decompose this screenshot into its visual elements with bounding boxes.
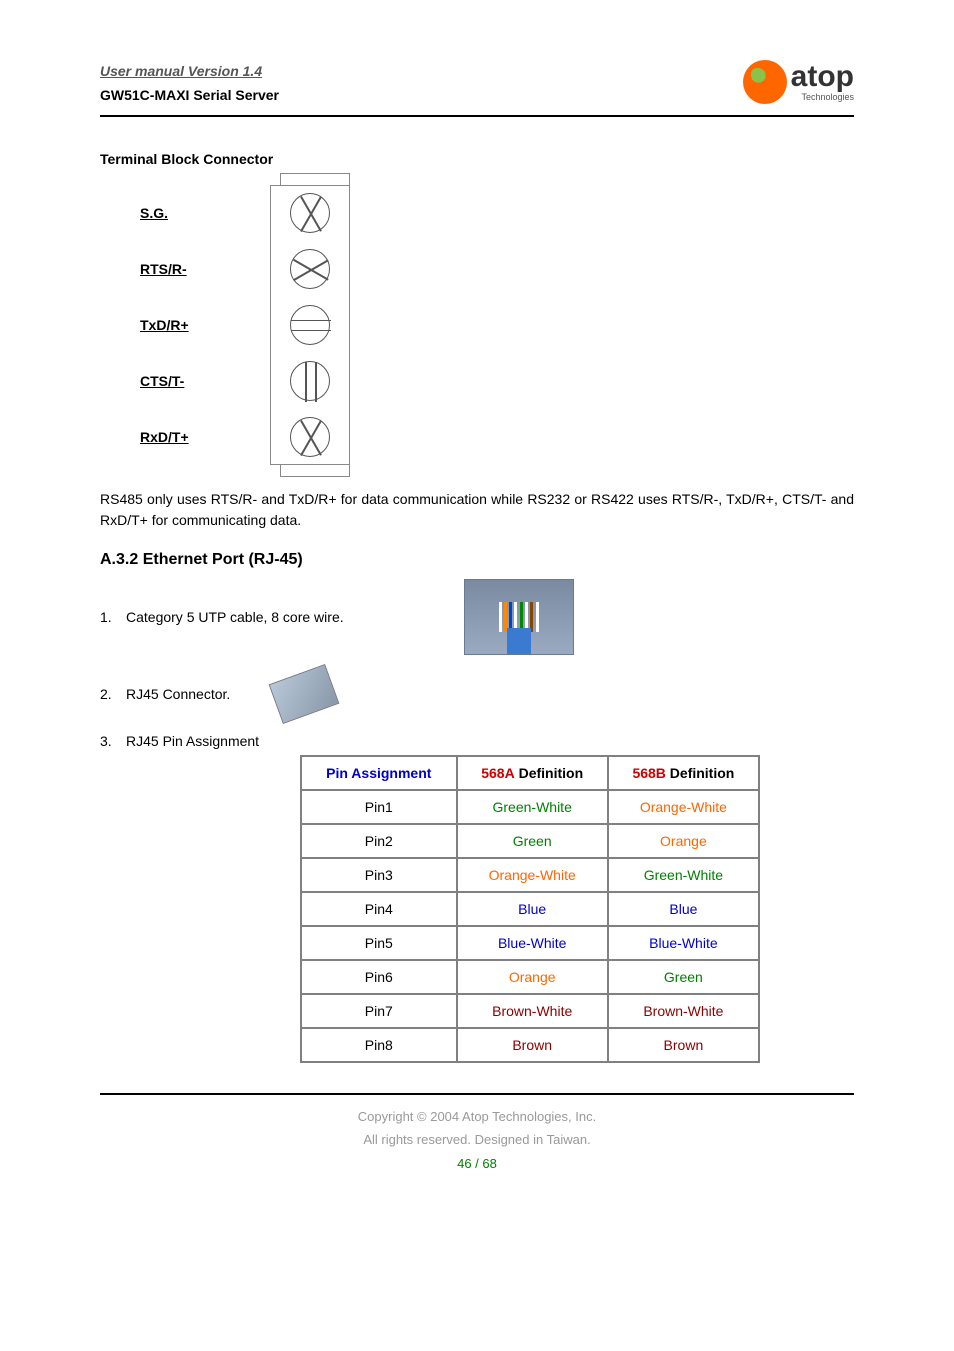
table-header-row: Pin Assignment 568A Definition 568B Defi…	[301, 756, 759, 790]
footer-copyright: Copyright © 2004 Atop Technologies, Inc.	[100, 1105, 854, 1128]
utp-cable-image	[464, 579, 574, 655]
cell-568b: Orange	[608, 824, 759, 858]
cell-pin: Pin6	[301, 960, 457, 994]
th-pin: Pin Assignment	[301, 756, 457, 790]
list-num-1: 1.	[100, 609, 126, 625]
cell-568b: Blue-White	[608, 926, 759, 960]
terminal-block-note: RS485 only uses RTS/R- and TxD/R+ for da…	[100, 489, 854, 531]
rj45-connector-image	[269, 664, 340, 724]
list-text-2: RJ45 Connector.	[126, 686, 230, 702]
th-568a: 568A Definition	[457, 756, 608, 790]
cell-568a: Green-White	[457, 790, 608, 824]
page-number: 46 / 68	[100, 1152, 854, 1175]
tb-rows-container: S.G. RTS/R- TxD/R+ CTS/T- RxD/T+	[140, 185, 360, 465]
screw-icon	[290, 193, 330, 233]
utp-wire	[530, 602, 533, 632]
terminal-block-diagram: S.G. RTS/R- TxD/R+ CTS/T- RxD/T+	[140, 185, 360, 465]
table-row: Pin5Blue-WhiteBlue-White	[301, 926, 759, 960]
cell-568a: Orange-White	[457, 858, 608, 892]
cell-568a: Blue	[457, 892, 608, 926]
terminal-pin-row: RxD/T+	[140, 409, 360, 465]
terminal-pin-row: CTS/T-	[140, 353, 360, 409]
cell-pin: Pin4	[301, 892, 457, 926]
manual-version: User manual Version 1.4	[100, 60, 279, 82]
list-text-1: Category 5 UTP cable, 8 core wire.	[126, 609, 344, 625]
footer-divider	[100, 1093, 854, 1095]
table-row: Pin2GreenOrange	[301, 824, 759, 858]
terminal-pin-label: RxD/T+	[140, 429, 260, 445]
table-row: Pin6OrangeGreen	[301, 960, 759, 994]
logo-text: atop	[791, 60, 854, 93]
cell-568b: Blue	[608, 892, 759, 926]
company-logo: atop Technologies	[743, 60, 854, 104]
cell-568b: Brown-White	[608, 994, 759, 1028]
terminal-pin-row: TxD/R+	[140, 297, 360, 353]
table-row: Pin8BrownBrown	[301, 1028, 759, 1062]
cell-568a: Brown	[457, 1028, 608, 1062]
terminal-pin-label: RTS/R-	[140, 261, 260, 277]
terminal-block-title: Terminal Block Connector	[100, 151, 854, 167]
terminal-pin-label: TxD/R+	[140, 317, 260, 333]
cell-pin: Pin2	[301, 824, 457, 858]
screw-icon	[290, 417, 330, 457]
ethernet-section-title: A.3.2 Ethernet Port (RJ-45)	[100, 551, 854, 569]
screw-icon	[290, 305, 330, 345]
utp-wire	[499, 602, 502, 632]
tb-top-notch	[280, 173, 350, 185]
pin-table-body: Pin1Green-WhiteOrange-WhitePin2GreenOran…	[301, 790, 759, 1062]
tb-bottom-notch	[280, 465, 350, 477]
table-row: Pin4BlueBlue	[301, 892, 759, 926]
ethernet-item-3: 3. RJ45 Pin Assignment	[100, 733, 854, 749]
cell-568a: Blue-White	[457, 926, 608, 960]
table-row: Pin1Green-WhiteOrange-White	[301, 790, 759, 824]
terminal-pin-row: S.G.	[140, 185, 360, 241]
list-num-2: 2.	[100, 686, 126, 702]
cell-568b: Green-White	[608, 858, 759, 892]
cell-pin: Pin1	[301, 790, 457, 824]
cell-pin: Pin8	[301, 1028, 457, 1062]
utp-jacket-icon	[507, 628, 531, 654]
terminal-pin-label: CTS/T-	[140, 373, 260, 389]
terminal-pin-row: RTS/R-	[140, 241, 360, 297]
footer-rights: All rights reserved. Designed in Taiwan.	[100, 1128, 854, 1151]
utp-wire	[536, 602, 539, 632]
cell-568a: Green	[457, 824, 608, 858]
logo-subtext: Technologies	[791, 92, 854, 102]
pin-assignment-table: Pin Assignment 568A Definition 568B Defi…	[300, 755, 760, 1063]
page-footer: Copyright © 2004 Atop Technologies, Inc.…	[100, 1105, 854, 1175]
table-row: Pin7Brown-WhiteBrown-White	[301, 994, 759, 1028]
screw-icon	[290, 361, 330, 401]
cell-568a: Orange	[457, 960, 608, 994]
ethernet-item-2: 2. RJ45 Connector.	[100, 673, 854, 715]
product-name: GW51C-MAXI Serial Server	[100, 84, 279, 106]
cell-568a: Brown-White	[457, 994, 608, 1028]
list-text-3: RJ45 Pin Assignment	[126, 733, 259, 749]
page-header: User manual Version 1.4 GW51C-MAXI Seria…	[100, 60, 854, 107]
logo-text-wrap: atop Technologies	[791, 62, 854, 102]
cell-pin: Pin5	[301, 926, 457, 960]
header-divider	[100, 115, 854, 117]
header-text-block: User manual Version 1.4 GW51C-MAXI Seria…	[100, 60, 279, 107]
cell-pin: Pin7	[301, 994, 457, 1028]
table-row: Pin3Orange-WhiteGreen-White	[301, 858, 759, 892]
list-num-3: 3.	[100, 733, 126, 749]
cell-568b: Brown	[608, 1028, 759, 1062]
cell-568b: Orange-White	[608, 790, 759, 824]
th-568b: 568B Definition	[608, 756, 759, 790]
logo-mark-icon	[743, 60, 787, 104]
screw-icon	[290, 249, 330, 289]
cell-pin: Pin3	[301, 858, 457, 892]
ethernet-item-1: 1. Category 5 UTP cable, 8 core wire.	[100, 579, 854, 655]
cell-568b: Green	[608, 960, 759, 994]
terminal-pin-label: S.G.	[140, 205, 260, 221]
